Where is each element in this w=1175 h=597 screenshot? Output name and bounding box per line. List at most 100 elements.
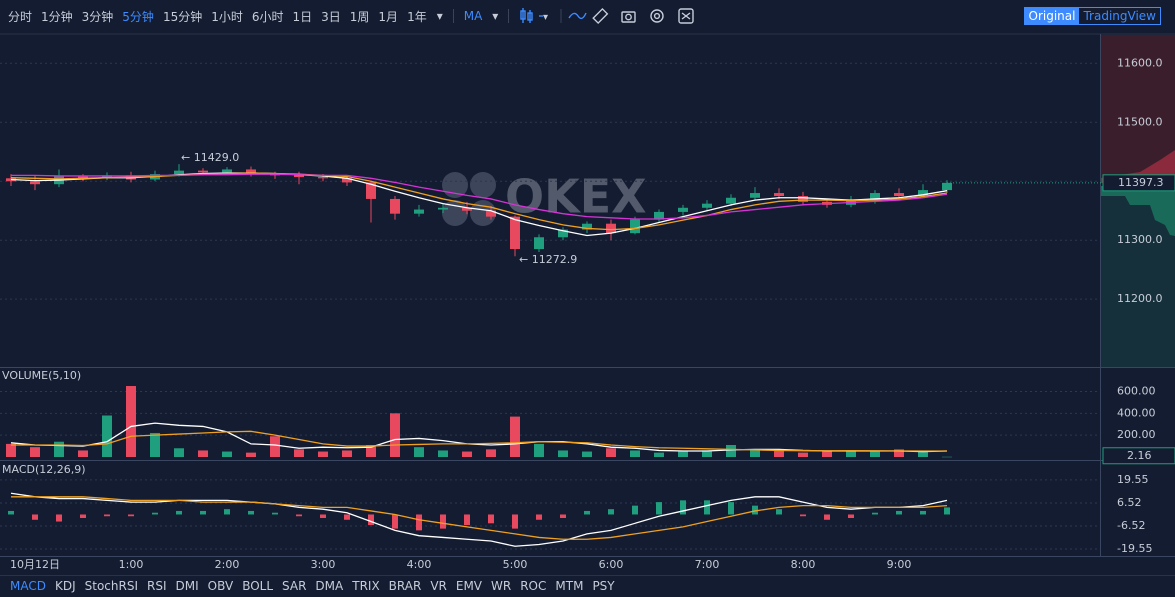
indicator-tab[interactable]: EMV — [455, 579, 483, 593]
last-volume-box — [1102, 447, 1175, 465]
interval-button[interactable]: 1日 — [292, 9, 313, 24]
macd-bar — [656, 502, 662, 515]
interval-button[interactable]: 15分钟 — [162, 9, 203, 24]
indicator-tab[interactable]: BRAR — [388, 579, 422, 593]
indicator-tab[interactable]: MACD — [10, 579, 46, 593]
pane-title: MACD(12,26,9) — [2, 463, 86, 476]
volume-bar — [678, 451, 688, 457]
interval-button[interactable]: 6小时 — [251, 9, 284, 24]
volume-bar — [342, 450, 352, 457]
candle-body — [510, 216, 520, 250]
indicator-tab[interactable]: WR — [491, 579, 512, 593]
view-toggle: Original TradingView — [1023, 7, 1161, 25]
volume-bar — [6, 443, 16, 457]
volume-bar — [798, 452, 808, 457]
interval-button[interactable]: 1周 — [349, 9, 370, 24]
indicator-list: MACD KDJ StochRSI RSI DMI OBV BOLL SAR DMA TRIX BR… — [10, 579, 615, 593]
x-tick-label: 6:00 — [599, 558, 624, 571]
candle-body — [342, 178, 352, 183]
candle-body — [294, 175, 304, 178]
candle-body — [534, 237, 544, 250]
view-button[interactable]: Original — [1024, 8, 1080, 24]
macd-bar — [488, 514, 494, 524]
indicator-line — [10, 422, 948, 453]
volume-bar — [54, 441, 64, 457]
candle-body — [222, 169, 232, 173]
macd-bar — [200, 510, 206, 515]
low-annotation: ← 11272.9 — [519, 253, 577, 266]
dropdown-arrow[interactable]: ▾ — [436, 9, 443, 23]
y-tick-label: 19.55 — [1117, 473, 1149, 486]
volume-bar — [534, 443, 544, 457]
indicator-line — [11, 173, 948, 220]
volume-bar — [246, 452, 256, 457]
interval-list: 分时 1分钟 3分钟 5分钟 15分钟 1小时 6小时 1日 3日 1周 1月 1年 — [8, 8, 427, 25]
watermark: OKEX — [505, 170, 647, 224]
volume-bar — [822, 451, 832, 457]
interval-button[interactable]: 1年 — [407, 9, 427, 24]
indicator-tab[interactable]: OBV — [207, 579, 234, 593]
volume-bar — [414, 447, 424, 457]
separator — [452, 9, 454, 23]
macd-bar — [128, 514, 134, 517]
interval-button[interactable]: 1月 — [378, 9, 399, 24]
candle-body — [414, 209, 424, 214]
indicator-tab[interactable]: KDJ — [54, 579, 76, 593]
tool-icons[interactable]: ▾ — [519, 6, 709, 26]
candle-body — [198, 170, 208, 173]
candle-body — [918, 190, 928, 196]
indicator-tab[interactable]: DMI — [175, 579, 199, 593]
interval-button[interactable]: 1分钟 — [41, 9, 73, 24]
dropdown-arrow[interactable]: ▾ — [492, 9, 499, 23]
indicator-tab[interactable]: BOLL — [242, 579, 274, 593]
candle-body — [678, 207, 688, 212]
macd-bar — [8, 510, 14, 515]
pane-title: VOLUME(5,10) — [2, 369, 81, 382]
indicator-button[interactable]: MA — [463, 9, 483, 23]
last-price-box — [1102, 174, 1175, 192]
volume-bar — [918, 451, 928, 457]
view-button[interactable]: TradingView — [1083, 9, 1156, 23]
macd-bar — [296, 514, 302, 517]
interval-button[interactable]: 1小时 — [211, 9, 243, 24]
volume-bar — [558, 450, 568, 457]
candle-body — [102, 175, 112, 179]
indicator-line — [11, 496, 948, 540]
indicator-tab[interactable]: MTM — [555, 579, 584, 593]
candle-body — [750, 193, 760, 198]
indicator-tab[interactable]: SAR — [282, 579, 307, 593]
indicator-tab[interactable]: ROC — [520, 579, 547, 593]
volume-bar — [750, 449, 760, 457]
x-tick-label: 10月12日 — [10, 558, 60, 571]
macd-bar — [224, 509, 230, 515]
interval-button[interactable]: 3日 — [321, 9, 341, 24]
macd-bar — [872, 512, 878, 515]
candle-body — [78, 176, 88, 179]
macd-bar — [752, 505, 758, 515]
indicator-tab[interactable]: VR — [430, 579, 447, 593]
macd-bar — [32, 514, 38, 520]
volume-bar — [222, 451, 232, 457]
macd-bar — [440, 514, 446, 529]
indicator-line — [11, 430, 947, 452]
volume-bar — [510, 416, 520, 457]
volume-bar — [78, 450, 88, 457]
last-volume-label: 2.16 — [1127, 449, 1152, 462]
candle-body — [174, 170, 184, 175]
high-annotation: ← 11429.0 — [181, 151, 239, 164]
macd-bar — [464, 514, 470, 526]
interval-button[interactable]: 5分钟 — [122, 9, 154, 24]
interval-button[interactable]: 分时 — [8, 9, 33, 24]
indicator-tab[interactable]: TRIX — [352, 579, 380, 593]
x-tick-label: 7:00 — [695, 558, 720, 571]
indicator-tab[interactable]: StochRSI — [84, 579, 139, 593]
indicator-tab[interactable]: RSI — [147, 579, 167, 593]
volume-bar — [606, 448, 616, 457]
indicator-tab[interactable]: DMA — [315, 579, 344, 593]
indicator-tab[interactable]: PSY — [592, 579, 615, 593]
macd-bar — [944, 507, 950, 515]
interval-button[interactable]: 3分钟 — [81, 9, 114, 24]
volume-bar — [870, 451, 880, 457]
volume-bar — [126, 386, 136, 457]
